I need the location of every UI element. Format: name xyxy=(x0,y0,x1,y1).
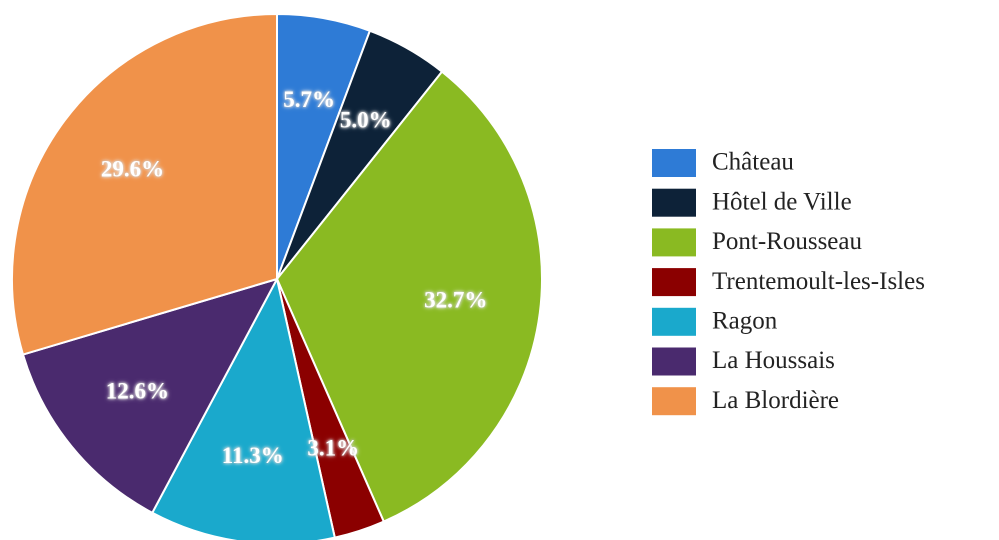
legend-label: Château xyxy=(712,149,794,176)
slice-label: 29.6% xyxy=(101,157,164,182)
legend-swatch xyxy=(652,149,696,177)
pie-slice xyxy=(21,277,280,515)
legend-swatch xyxy=(652,268,696,297)
legend-swatch xyxy=(652,307,696,336)
slice-label: 32.7% xyxy=(424,287,487,312)
legend-label: Pont-Rousseau xyxy=(712,228,863,255)
slice-label: 11.3% xyxy=(222,443,284,468)
legend-label: La Houssais xyxy=(712,347,835,374)
legend-label: La Blordière xyxy=(712,387,839,414)
legend-swatch xyxy=(652,387,696,416)
legend-swatch xyxy=(652,347,696,376)
slice-label: 5.7% xyxy=(283,87,335,112)
legend-swatch xyxy=(652,228,696,257)
legend-swatch xyxy=(652,188,696,217)
slice-label: 3.1% xyxy=(307,435,359,460)
slice-label: 12.6% xyxy=(106,378,169,403)
pie-slice xyxy=(275,70,543,523)
legend-label: Hôtel de Ville xyxy=(712,188,852,215)
legend-label: Trentemoult-les-Isles xyxy=(712,268,925,295)
legend-label: Ragon xyxy=(712,308,778,335)
slice-label: 5.0% xyxy=(340,107,392,132)
pie-slice xyxy=(150,276,337,540)
pie-slice xyxy=(11,12,278,356)
